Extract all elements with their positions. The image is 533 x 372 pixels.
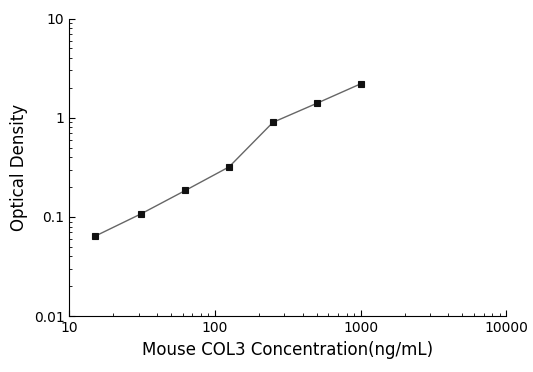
Y-axis label: Optical Density: Optical Density bbox=[10, 104, 28, 231]
X-axis label: Mouse COL3 Concentration(ng/mL): Mouse COL3 Concentration(ng/mL) bbox=[142, 341, 433, 359]
